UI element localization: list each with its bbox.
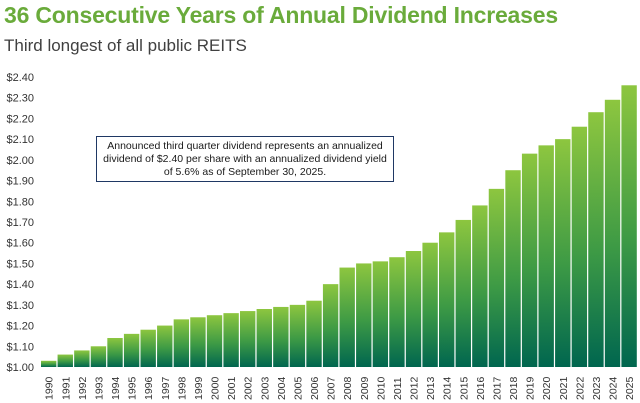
bar-2000 bbox=[206, 315, 223, 367]
x-tick-label: 1996 bbox=[143, 376, 155, 400]
bar-2002 bbox=[240, 311, 256, 367]
y-tick-label: $2.20 bbox=[6, 113, 34, 125]
bar-1999 bbox=[190, 317, 206, 367]
y-tick-label: $2.40 bbox=[6, 72, 34, 84]
x-tick-label: 2007 bbox=[326, 376, 338, 400]
chart-subtitle: Third longest of all public REITS bbox=[4, 36, 247, 55]
bar-2004 bbox=[273, 306, 289, 367]
bar-2009 bbox=[356, 263, 372, 367]
bar-2007 bbox=[322, 284, 339, 367]
bar-1997 bbox=[157, 325, 173, 367]
x-tick-label: 2004 bbox=[276, 376, 288, 400]
annotation-text: Announced third quarter dividend represe… bbox=[103, 139, 387, 178]
x-tick-label: 2010 bbox=[375, 376, 387, 400]
x-tick-label: 1991 bbox=[60, 376, 72, 400]
bar-1990 bbox=[41, 360, 57, 367]
x-tick-label: 2001 bbox=[226, 376, 238, 400]
x-tick-label: 2019 bbox=[525, 376, 537, 400]
x-tick-label: 2017 bbox=[491, 376, 503, 400]
x-tick-label: 1998 bbox=[176, 376, 188, 400]
bar-1998 bbox=[173, 319, 190, 367]
bar-2022 bbox=[571, 126, 588, 368]
bar-2013 bbox=[422, 242, 438, 367]
x-tick-label: 1995 bbox=[127, 376, 139, 400]
x-tick-label: 2012 bbox=[409, 376, 421, 400]
y-tick-label: $1.90 bbox=[6, 176, 34, 188]
bar-1994 bbox=[107, 338, 123, 367]
x-tick-label: 2000 bbox=[210, 376, 222, 400]
y-tick-label: $2.30 bbox=[6, 93, 34, 105]
x-tick-label: 2021 bbox=[558, 376, 570, 400]
x-tick-label: 2025 bbox=[624, 376, 636, 400]
bar-2014 bbox=[439, 232, 455, 367]
bar-2021 bbox=[555, 139, 571, 367]
bar-2025 bbox=[621, 85, 637, 367]
bar-2006 bbox=[306, 300, 322, 367]
x-tick-label: 1999 bbox=[193, 376, 205, 400]
x-tick-label: 1992 bbox=[77, 376, 89, 400]
y-tick-label: $1.80 bbox=[6, 196, 34, 208]
x-tick-label: 2005 bbox=[292, 376, 304, 400]
y-axis: $1.00 $1.10 $1.20 $1.30 $1.40 $1.50 $1.60 $1.70… bbox=[6, 72, 34, 374]
y-tick-label: $2.00 bbox=[6, 155, 34, 167]
y-tick-label: $1.60 bbox=[6, 238, 34, 250]
y-tick-label: $1.50 bbox=[6, 258, 34, 270]
x-tick-label: 2016 bbox=[475, 376, 487, 400]
bar-2011 bbox=[389, 257, 405, 367]
x-tick-label: 2006 bbox=[309, 376, 321, 400]
x-tick-label: 2003 bbox=[259, 376, 271, 400]
bar-1992 bbox=[74, 350, 90, 367]
bar-2018 bbox=[505, 170, 521, 367]
y-tick-label: $1.20 bbox=[6, 321, 34, 333]
bar-1995 bbox=[123, 333, 140, 367]
x-tick-label: 2022 bbox=[574, 376, 586, 400]
bar-1991 bbox=[57, 354, 73, 367]
bar-2024 bbox=[604, 99, 621, 367]
bar-2005 bbox=[289, 304, 306, 367]
chart-title: 36 Consecutive Years of Annual Dividend … bbox=[4, 2, 558, 28]
x-axis: 1990 1991 1992 1993 1994 1995 1996 1997 1998 1999… bbox=[44, 376, 636, 400]
bar-2010 bbox=[372, 261, 389, 367]
bars bbox=[41, 85, 637, 368]
y-tick-label: $1.10 bbox=[6, 341, 34, 353]
x-tick-label: 1993 bbox=[93, 376, 105, 400]
bar-2020 bbox=[538, 145, 554, 367]
x-tick-label: 2015 bbox=[458, 376, 470, 400]
annotation-box: Announced third quarter dividend represe… bbox=[96, 136, 394, 182]
x-tick-label: 2008 bbox=[342, 376, 354, 400]
bar-2017 bbox=[488, 188, 505, 367]
x-tick-label: 2011 bbox=[392, 377, 404, 400]
bar-1993 bbox=[90, 346, 107, 367]
y-tick-label: $2.10 bbox=[6, 134, 34, 146]
bar-2019 bbox=[521, 153, 538, 367]
bar-1996 bbox=[140, 329, 156, 367]
bar-2008 bbox=[339, 267, 355, 367]
x-tick-label: 1990 bbox=[44, 376, 56, 400]
x-tick-label: 1997 bbox=[160, 376, 172, 400]
x-tick-label: 2013 bbox=[425, 376, 437, 400]
bar-2012 bbox=[405, 251, 422, 367]
x-tick-label: 2024 bbox=[608, 376, 620, 400]
x-tick-label: 2014 bbox=[442, 376, 454, 400]
bar-2015 bbox=[455, 219, 471, 367]
x-tick-label: 2009 bbox=[359, 376, 371, 400]
y-tick-label: $1.30 bbox=[6, 300, 34, 312]
x-tick-label: 1994 bbox=[110, 376, 122, 400]
bar-2023 bbox=[588, 112, 604, 368]
x-tick-label: 2023 bbox=[591, 376, 603, 400]
y-tick-label: $1.40 bbox=[6, 279, 34, 291]
x-tick-label: 2020 bbox=[541, 376, 553, 400]
bar-2003 bbox=[256, 309, 272, 367]
bar-2016 bbox=[472, 205, 488, 367]
x-tick-label: 2018 bbox=[508, 376, 520, 400]
bar-2001 bbox=[223, 313, 239, 367]
x-tick-label: 2002 bbox=[243, 376, 255, 400]
y-tick-label: $1.70 bbox=[6, 217, 34, 229]
y-tick-label: $1.00 bbox=[6, 362, 34, 374]
